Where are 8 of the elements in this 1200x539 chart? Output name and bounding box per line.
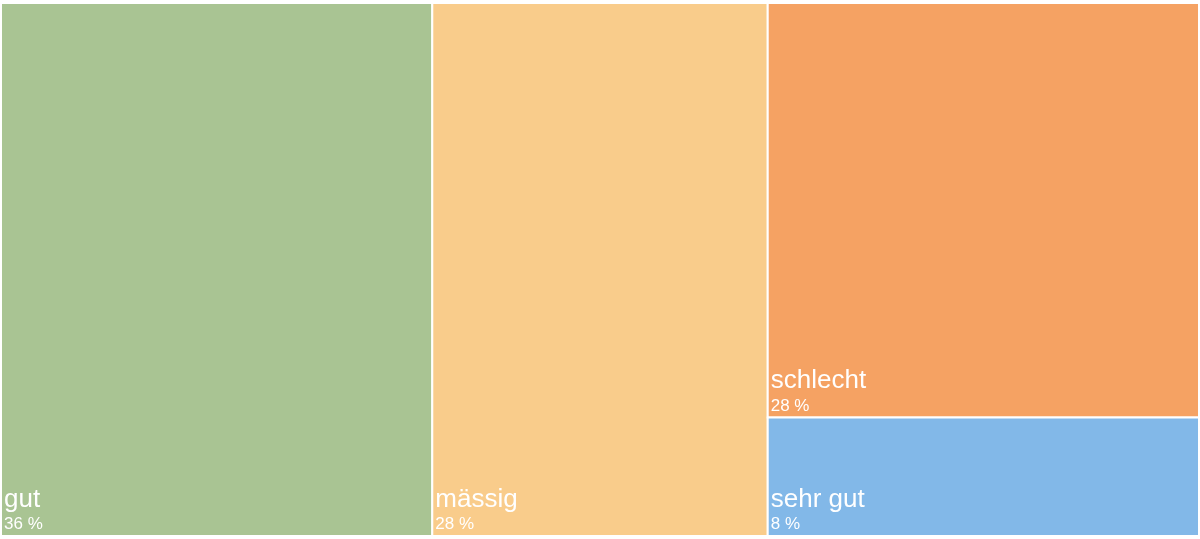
- category-label: schlecht: [770, 364, 867, 395]
- category-label: gut: [4, 482, 41, 513]
- data-label: 28 %: [770, 395, 810, 415]
- data-label: 8 %: [770, 514, 801, 533]
- category-label: mässig: [435, 482, 518, 513]
- data-label: 28 %: [435, 514, 475, 533]
- category-label: sehr gut: [770, 482, 866, 513]
- data-label: 36 %: [4, 514, 43, 533]
